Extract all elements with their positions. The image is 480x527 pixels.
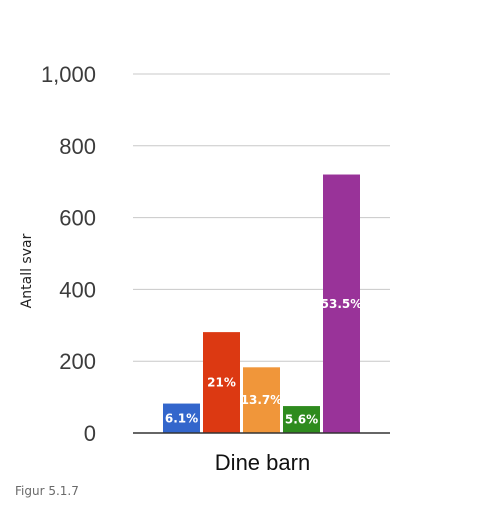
y-tick-label: 400	[59, 277, 96, 302]
x-category-label: Dine barn	[215, 450, 310, 475]
bar-data-labels: 6.1% 21% 13.7%5.6% 53.5%	[165, 297, 362, 427]
bar	[323, 174, 360, 433]
bar	[243, 367, 280, 433]
bar-data-label: 5.6%	[285, 413, 318, 427]
bar	[203, 332, 240, 433]
bar	[283, 406, 320, 433]
bar-data-label: 53.5%	[321, 297, 363, 311]
figure-caption: Figur 5.1.7	[15, 484, 79, 498]
bar-data-label: 13.7%	[241, 393, 283, 407]
bar	[163, 403, 200, 433]
y-tick-label: 800	[59, 134, 96, 159]
y-axis-label: Antall svar	[19, 233, 35, 308]
y-tick-label: 600	[59, 206, 96, 231]
y-tick-labels: 0 200 400 600 800 1,000	[41, 62, 96, 446]
bar-data-label: 21%	[207, 376, 236, 390]
bars	[163, 174, 360, 433]
y-tick-label: 1,000	[41, 62, 96, 87]
bar-data-label: 6.1%	[165, 411, 198, 425]
y-tick-label: 0	[84, 421, 96, 446]
y-tick-label: 200	[59, 349, 96, 374]
